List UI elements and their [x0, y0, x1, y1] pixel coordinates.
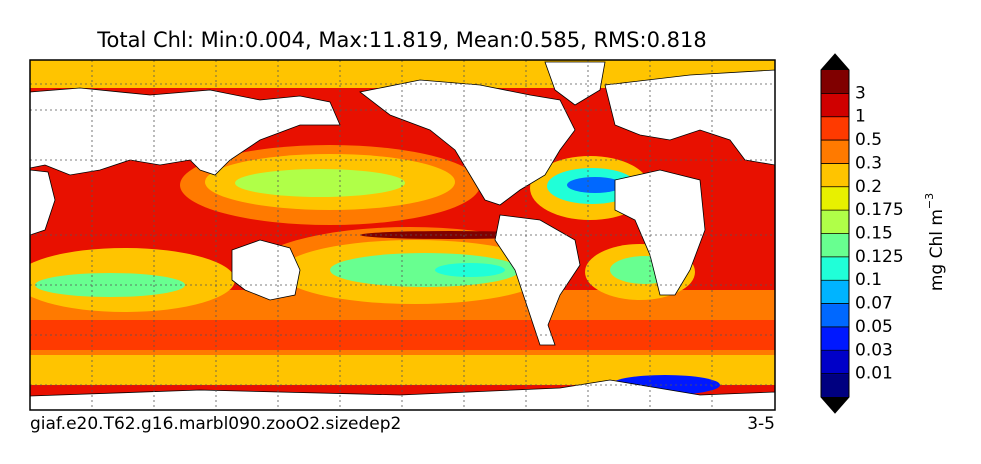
colorbar-band: [821, 280, 849, 305]
colorbar-band: [821, 350, 849, 375]
colorbar-tick-label: 0.125: [855, 247, 904, 267]
colorbar-outline: [820, 53, 850, 414]
land: [30, 379, 775, 410]
footer-left: giaf.e20.T62.g16.marbl090.zooO2.sizedep2: [30, 414, 401, 434]
colorbar-tick-label: 0.175: [855, 200, 904, 220]
units-exponent: −3: [923, 193, 936, 209]
colorbar-band: [821, 163, 849, 188]
colorbar-tick-label: 0.03: [855, 340, 893, 360]
colorbar-tick-label: 3: [855, 83, 866, 103]
footer-right: 3-5: [747, 414, 775, 434]
gyre: [330, 253, 520, 287]
colorbar-band: [821, 373, 849, 398]
colorbar-band: [821, 256, 849, 281]
colorbar-band: [821, 186, 849, 211]
colorbar-label: mg Chl m−3: [923, 193, 947, 291]
colorbar-band: [821, 233, 849, 258]
colorbar: 0.01 0.03 0.05 0.07 0.1 0.125 0.15 0.175 0.2 0.3 0…: [820, 53, 904, 414]
colorbar-tick-label: 0.01: [855, 364, 893, 384]
units: mg Chl m: [927, 209, 947, 291]
gyre: [567, 177, 623, 193]
colorbar-band: [821, 70, 849, 94]
colorbar-extend: [821, 54, 849, 70]
land: [614, 169, 706, 296]
colorbar-band: [821, 140, 849, 164]
colorbar-band: [821, 326, 849, 351]
colorbar-tick-label: 0.3: [855, 153, 882, 173]
colorbar-extend: [821, 397, 849, 413]
colorbar-tick-label: 0.07: [855, 294, 893, 314]
colorbar-tick-label: 0.05: [855, 317, 893, 337]
gyre: [435, 263, 505, 277]
colorbar-tick-label: 0.15: [855, 224, 893, 244]
graticule: [30, 60, 775, 410]
colorbar-band: [821, 210, 849, 234]
land: [231, 239, 301, 301]
colorbar-tick-label: 0.5: [855, 130, 882, 150]
land: [544, 61, 606, 106]
land: [30, 169, 56, 236]
gyre: [235, 169, 405, 197]
colorbar-band: [821, 93, 849, 118]
map: [30, 60, 775, 410]
land: [359, 79, 576, 206]
colorbar-tick-label: 1: [855, 107, 866, 127]
colorbar-band: [821, 303, 849, 328]
colorbar-tick-label: 0.2: [855, 177, 882, 197]
colorbar-band: [821, 116, 849, 141]
land: [604, 69, 775, 166]
colorbar-tick-label: 0.1: [855, 270, 882, 290]
map-frame: [29, 59, 776, 411]
map-title: Total Chl: Min:0.004, Max:11.819, Mean:0…: [96, 28, 706, 52]
